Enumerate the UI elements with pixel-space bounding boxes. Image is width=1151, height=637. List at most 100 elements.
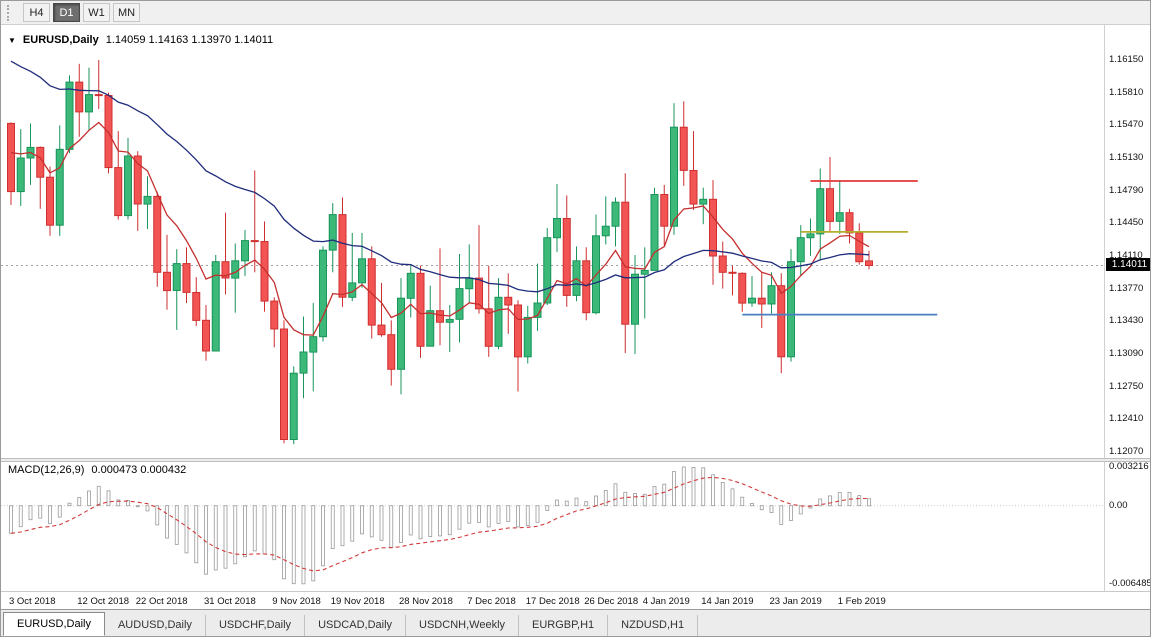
candle — [358, 232, 366, 288]
price-axis-label: 1.12410 — [1109, 413, 1144, 425]
macd-axis-label: 0.00 — [1109, 499, 1128, 511]
macd-plot[interactable] — [1, 462, 1104, 591]
candle — [7, 122, 15, 205]
candle — [241, 230, 249, 277]
macd-bar — [77, 497, 82, 507]
macd-bar — [681, 466, 686, 507]
date-axis-label: 7 Dec 2018 — [467, 596, 516, 607]
candle — [328, 203, 337, 273]
candle — [816, 168, 825, 261]
candle — [640, 247, 649, 319]
date-axis-label: 26 Dec 2018 — [584, 596, 639, 607]
candle — [621, 173, 630, 353]
candle — [611, 197, 620, 247]
candle — [835, 180, 844, 234]
timeframe-w1[interactable]: W1 — [83, 3, 110, 22]
timeframe-h4[interactable]: H4 — [23, 3, 50, 22]
date-axis-label: 12 Oct 2018 — [77, 596, 130, 607]
candle — [299, 316, 308, 399]
candle — [796, 225, 805, 277]
tab-eurusd-daily[interactable]: EURUSD,Daily — [3, 612, 105, 636]
macd-bar — [340, 505, 345, 547]
macd-bar — [28, 505, 33, 521]
candle — [289, 366, 298, 445]
candle — [133, 151, 142, 231]
tab-usdcad-daily[interactable]: USDCAD,Daily — [305, 615, 407, 636]
pane-splitter[interactable] — [1, 458, 1150, 462]
macd-bar — [798, 505, 803, 515]
candle — [338, 197, 347, 307]
candle — [728, 265, 737, 296]
macd-bar — [321, 505, 325, 567]
macd-bar — [477, 505, 481, 523]
macd-bar — [594, 495, 598, 507]
macd-bar — [282, 505, 286, 580]
macd-bar — [18, 505, 23, 528]
candle — [153, 191, 162, 287]
macd-bar — [808, 505, 813, 509]
macd-bar — [603, 490, 608, 507]
main-chart-canvas[interactable] — [1, 25, 1104, 458]
price-axis-label: 1.15810 — [1109, 86, 1144, 98]
main-plot[interactable] — [1, 25, 1104, 458]
toolbar-grip[interactable] — [7, 4, 12, 21]
price-axis[interactable]: 1.16150 1.15810 1.15470 1.15130 1.14790 1.144… — [1104, 25, 1150, 458]
candle — [514, 300, 522, 392]
macd-bar — [516, 505, 520, 528]
macd-bar — [87, 490, 91, 507]
macd-bar — [486, 505, 491, 528]
candle — [826, 157, 834, 232]
macd-indicator-label: MACD(12,26,9) — [8, 464, 85, 476]
macd-bar — [204, 505, 208, 575]
date-axis[interactable]: 3 Oct 2018 12 Oct 2018 22 Oct 2018 31 Oct 2… — [1, 591, 1150, 611]
macd-bar — [57, 505, 62, 518]
candle — [124, 137, 132, 220]
macd-canvas[interactable] — [1, 462, 1104, 591]
timeframe-toolbar: H4 D1 W1 MN — [1, 1, 1150, 25]
price-axis-label: 1.14110 — [1109, 249, 1143, 261]
candle — [533, 263, 542, 331]
macd-bar — [789, 505, 793, 521]
macd-bar — [379, 505, 384, 541]
timeframe-d1[interactable]: D1 — [53, 3, 80, 22]
candle — [231, 243, 240, 313]
macd-bar — [779, 505, 784, 525]
tab-usdchf-daily[interactable]: USDCHF,Daily — [206, 615, 306, 636]
macd-bar — [184, 505, 189, 554]
candle — [572, 246, 581, 302]
date-axis-label: 3 Oct 2018 — [9, 596, 56, 607]
macd-bar — [360, 505, 364, 535]
price-axis-label: 1.14450 — [1109, 217, 1144, 229]
macd-bar — [223, 505, 228, 569]
candle — [631, 255, 639, 354]
candle — [406, 265, 415, 318]
date-axis-label: 17 Dec 2018 — [525, 596, 580, 607]
candle — [660, 184, 669, 246]
macd-bar — [311, 505, 316, 582]
macd-bar — [252, 505, 257, 552]
macd-bar — [408, 505, 413, 536]
candles-layer — [7, 60, 873, 445]
tab-eurgbp-h1[interactable]: EURGBP,H1 — [519, 615, 609, 636]
chart-dropdown-arrow-icon: ▼ — [8, 35, 16, 45]
macd-bar — [574, 497, 579, 507]
candle — [865, 250, 873, 270]
timeframe-mn[interactable]: MN — [113, 3, 141, 22]
candle — [280, 320, 288, 444]
tab-nzdusd-h1[interactable]: NZDUSD,H1 — [608, 615, 699, 636]
macd-bar — [564, 500, 569, 507]
macd-bar — [48, 505, 52, 524]
price-axis-label: 1.14790 — [1109, 184, 1144, 196]
macd-bar — [740, 496, 745, 507]
macd-bar — [330, 505, 335, 549]
macd-bar — [720, 481, 725, 507]
tab-usdcnh-weekly[interactable]: USDCNH,Weekly — [406, 615, 520, 636]
candle — [592, 214, 600, 315]
candle — [553, 183, 561, 253]
candle — [445, 305, 454, 353]
tab-audusd-daily[interactable]: AUDUSD,Daily — [105, 615, 206, 636]
macd-bar — [711, 474, 715, 507]
candle — [465, 244, 474, 303]
candle — [689, 131, 698, 210]
